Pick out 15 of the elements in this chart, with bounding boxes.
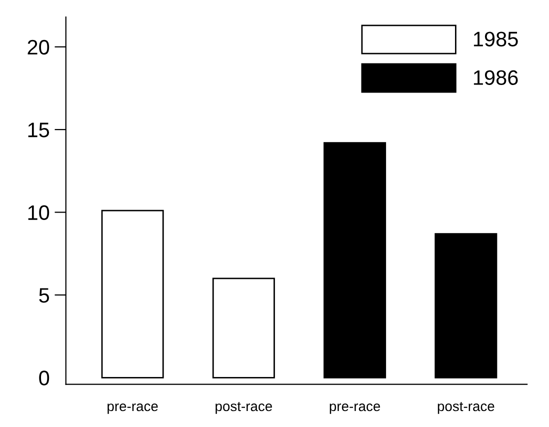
y-tick-label: 5	[39, 288, 50, 303]
y-tick-label: 20	[28, 40, 50, 55]
y-tick-label: 15	[28, 122, 50, 138]
bar	[212, 278, 275, 378]
legend-label: 1986	[474, 70, 518, 85]
x-tick-label: pre-race	[108, 404, 158, 414]
x-tick-label: post-race	[216, 402, 272, 414]
bar	[434, 233, 498, 378]
y-tick-label: 0	[39, 370, 50, 386]
bar	[324, 142, 386, 378]
y-tick-label: 10	[28, 205, 50, 220]
x-tick-label: pre-race	[330, 404, 380, 414]
x-tick-label: post-race	[438, 402, 494, 414]
legend-label: 1985	[474, 32, 518, 46]
bar	[101, 210, 164, 378]
